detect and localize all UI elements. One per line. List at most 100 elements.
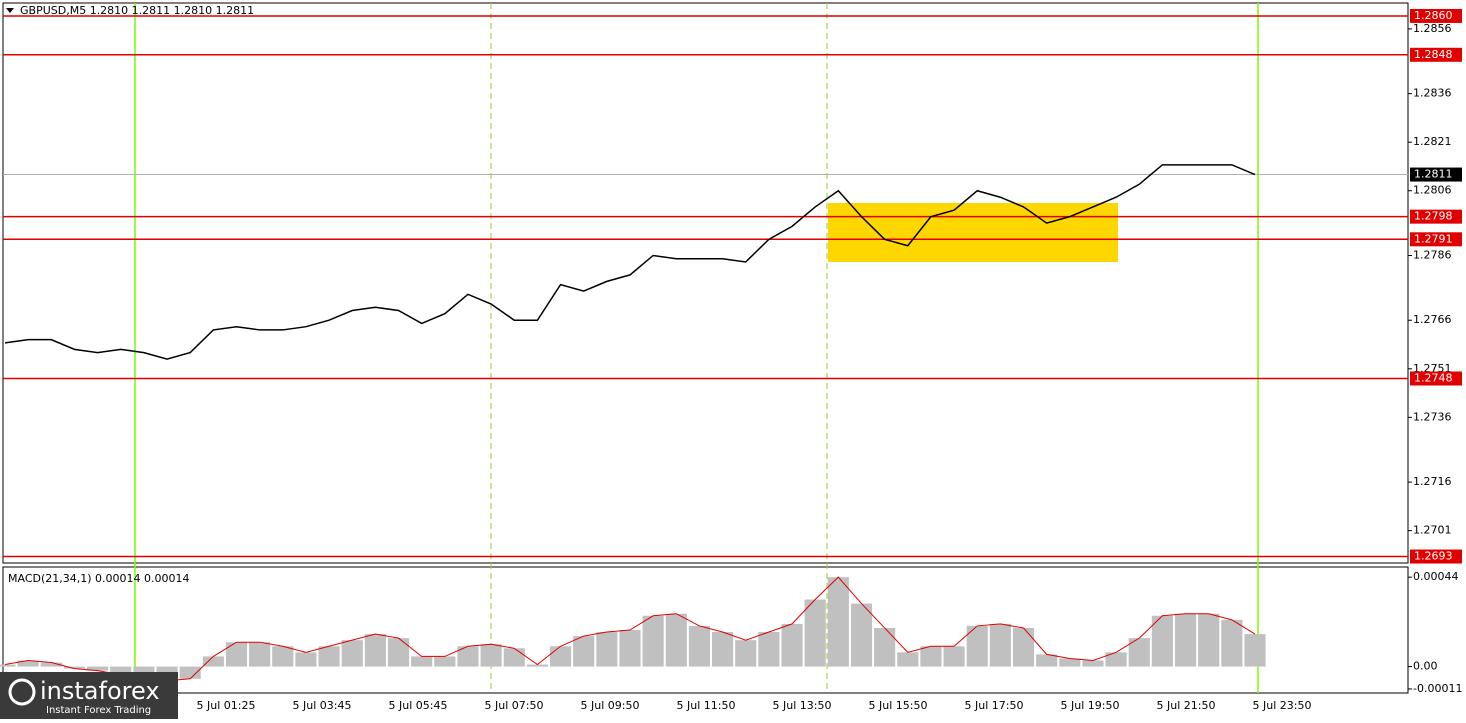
y-tick-label: 1.2786 bbox=[1413, 248, 1452, 261]
macd-bar bbox=[63, 666, 86, 669]
macd-bar bbox=[781, 623, 803, 667]
macd-bar bbox=[1128, 638, 1150, 667]
macd-bar bbox=[87, 666, 109, 671]
x-tick-label: 5 Jul 19:50 bbox=[1061, 699, 1120, 712]
y-tick-label: 1.2821 bbox=[1413, 135, 1452, 148]
y-tick-label: 0.00 bbox=[1413, 660, 1438, 673]
macd-bar bbox=[943, 646, 965, 667]
macd-bar bbox=[712, 632, 734, 667]
x-tick-label: 5 Jul 13:50 bbox=[773, 699, 832, 712]
macd-bar bbox=[897, 652, 919, 667]
macd-bar bbox=[249, 642, 271, 667]
x-tick-label: 5 Jul 09:50 bbox=[581, 699, 640, 712]
level-tag bbox=[1410, 47, 1462, 62]
x-tick-label: 5 Jul 01:25 bbox=[197, 699, 256, 712]
macd-bar bbox=[596, 632, 618, 667]
price-line bbox=[4, 164, 1256, 360]
current-tag bbox=[1410, 167, 1462, 182]
macd-bar bbox=[318, 646, 340, 667]
level-label: 1.2693 bbox=[1414, 550, 1453, 563]
logo-box bbox=[0, 672, 178, 719]
price-frame bbox=[2, 2, 1409, 564]
macd-bar bbox=[387, 638, 410, 667]
y-tick-label: 1.2736 bbox=[1413, 410, 1452, 423]
x-tick-label: 5 Jul 03:45 bbox=[293, 699, 352, 712]
macd-bar bbox=[1151, 615, 1173, 667]
macd-bar bbox=[874, 627, 896, 667]
macd-bar bbox=[1036, 654, 1058, 667]
macd-bar bbox=[202, 656, 224, 667]
current-label: 1.2811 bbox=[1414, 168, 1453, 181]
x-tick-label: 5 Jul 07:50 bbox=[485, 699, 544, 712]
macd-bar bbox=[295, 652, 317, 667]
y-tick-label: 1.2856 bbox=[1413, 22, 1452, 35]
macd-bar bbox=[665, 613, 687, 667]
y-tick-label: 1.2836 bbox=[1413, 87, 1452, 100]
macd-bar bbox=[341, 640, 363, 667]
macd-bar bbox=[804, 599, 826, 667]
macd-bar bbox=[364, 634, 386, 667]
level-tag bbox=[1410, 549, 1462, 564]
macd-bar bbox=[110, 666, 132, 675]
macd-bar bbox=[573, 636, 595, 667]
macd-bar bbox=[526, 664, 548, 667]
macd-bar bbox=[920, 646, 942, 667]
level-label: 1.2848 bbox=[1414, 48, 1453, 61]
y-tick-label: 1.2806 bbox=[1413, 184, 1452, 197]
macd-bar bbox=[225, 642, 248, 667]
level-tag bbox=[1410, 209, 1462, 224]
macd-bar bbox=[688, 625, 711, 667]
macd-bar bbox=[1082, 660, 1104, 667]
level-tag bbox=[1410, 8, 1462, 23]
x-tick-label: 5 Jul 23:50 bbox=[1253, 699, 1312, 712]
y-tick-label: 0.00044 bbox=[1413, 570, 1459, 583]
x-tick-label: 5 Jul 21:50 bbox=[1157, 699, 1216, 712]
macd-bar bbox=[179, 666, 201, 679]
level-label: 1.2798 bbox=[1414, 210, 1453, 223]
chart-title: GBPUSD,M5 1.2810 1.2811 1.2810 1.2811 bbox=[20, 4, 254, 17]
macd-bar bbox=[1174, 613, 1197, 667]
macd-bar bbox=[1244, 634, 1266, 667]
macd-bar bbox=[1059, 658, 1081, 667]
x-tick-label: 5 Jul 15:50 bbox=[869, 699, 928, 712]
macd-bar bbox=[1105, 652, 1127, 667]
y-tick-label: 1.2716 bbox=[1413, 475, 1452, 488]
level-label: 1.2748 bbox=[1414, 371, 1453, 384]
level-tag bbox=[1410, 371, 1462, 386]
macd-bar bbox=[850, 603, 873, 667]
macd-bar bbox=[758, 632, 780, 667]
level-label: 1.2791 bbox=[1414, 232, 1453, 245]
macd-bar bbox=[434, 656, 456, 667]
macd-bar bbox=[272, 646, 294, 667]
x-tick-label: 5 Jul 17:50 bbox=[965, 699, 1024, 712]
macd-bar bbox=[411, 656, 433, 667]
logo-brand: instaforex bbox=[40, 677, 160, 705]
y-tick-label: 1.2766 bbox=[1413, 313, 1452, 326]
signal-line bbox=[4, 576, 1256, 682]
logo-icon bbox=[8, 678, 36, 706]
macd-bar bbox=[989, 623, 1011, 667]
macd-bar bbox=[1198, 613, 1220, 667]
macd-bar bbox=[827, 577, 849, 667]
macd-bar bbox=[480, 644, 502, 667]
macd-bar bbox=[642, 615, 664, 667]
x-tick-label: 5 Jul 11:50 bbox=[677, 699, 736, 712]
level-tag bbox=[1410, 232, 1462, 247]
macd-title: MACD(21,34,1) 0.00014 0.00014 bbox=[8, 572, 190, 585]
macd-bar bbox=[735, 640, 757, 667]
x-tick-label: 5 Jul 05:45 bbox=[389, 699, 448, 712]
y-tick-label: -0.00011 bbox=[1413, 682, 1462, 695]
macd-bar bbox=[1012, 627, 1035, 667]
level-label: 1.2860 bbox=[1414, 9, 1453, 22]
macd-bar bbox=[457, 646, 479, 667]
y-tick-label: 1.2701 bbox=[1413, 524, 1452, 537]
macd-bar bbox=[1221, 619, 1243, 667]
macd-bar bbox=[17, 660, 39, 667]
macd-bar bbox=[0, 664, 16, 667]
macd-frame bbox=[2, 566, 1409, 694]
macd-bar bbox=[619, 630, 641, 667]
menu-arrow bbox=[6, 8, 14, 13]
macd-bar bbox=[549, 646, 572, 667]
macd-bar bbox=[40, 662, 62, 667]
